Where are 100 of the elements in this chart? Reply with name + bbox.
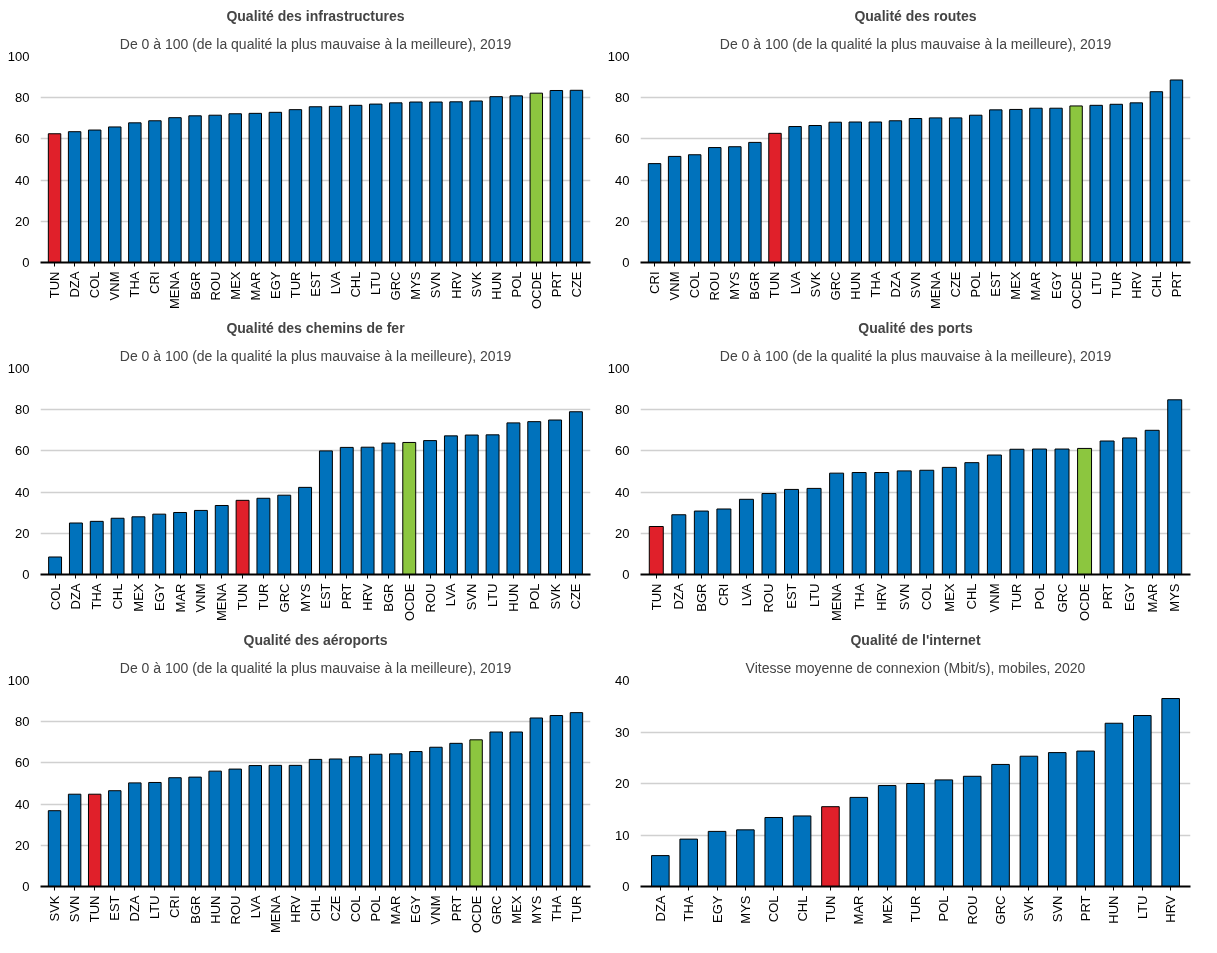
x-tick-label: OCDE xyxy=(468,895,484,934)
x-tick-label: OCDE xyxy=(1068,271,1084,310)
x-tick-label: CHL xyxy=(1148,271,1164,298)
y-tick-label: 0 xyxy=(22,879,30,894)
x-tick-label: SVN xyxy=(896,583,912,611)
chart-title: Qualité des chemins de fer xyxy=(226,319,406,336)
x-tick-label: MENA xyxy=(928,271,944,310)
x-tick-label: CZE xyxy=(568,583,584,610)
x-tick-label: TUN xyxy=(235,583,251,611)
x-tick-label: LTU xyxy=(806,583,822,608)
x-tick-label: MYS xyxy=(1167,583,1183,612)
x-tick-label: MEX xyxy=(508,895,524,924)
x-tick-label: HRV xyxy=(1163,895,1179,923)
x-tick-label: HRV xyxy=(874,583,890,611)
x-tick-label: CHL xyxy=(348,271,364,298)
x-tick-label: CZE xyxy=(948,271,964,298)
x-tick-label: MYS xyxy=(727,271,743,300)
y-tick-label: 100 xyxy=(607,361,630,376)
x-tick-label: TUN xyxy=(87,895,103,923)
x-tick-label: LVA xyxy=(787,271,803,295)
y-tick-label: 0 xyxy=(22,567,30,582)
x-tick-label: EST xyxy=(784,583,800,609)
y-tick-label: 100 xyxy=(7,673,30,688)
x-tick-label: MAR xyxy=(1144,583,1160,613)
x-tick-label: ROU xyxy=(964,895,980,925)
x-tick-label: OCDE xyxy=(1077,583,1093,622)
chart-title: Qualité des routes xyxy=(854,7,977,24)
x-tick-label: PRT xyxy=(1099,583,1115,610)
x-tick-label: THA xyxy=(89,583,105,610)
chart-subtitle: De 0 à 100 (de la qualité la plus mauvaise à la meilleure), 2019 xyxy=(719,35,1112,52)
x-tick-label: EGY xyxy=(1122,583,1138,611)
chart-subtitle: De 0 à 100 (de la qualité la plus mauvaise à la meilleure), 2019 xyxy=(119,347,512,364)
y-tick-label: 60 xyxy=(615,443,630,459)
x-tick-label: EGY xyxy=(1048,271,1064,299)
chart-subtitle: Vitesse moyenne de connexion (Mbit/s), mobiles, 2020 xyxy=(745,659,1086,676)
x-tick-label: ROU xyxy=(422,583,438,613)
x-tick-label: DZA xyxy=(652,895,668,922)
x-tick-label: VNM xyxy=(986,583,1002,613)
x-tick-label: LTU xyxy=(485,583,501,608)
x-tick-label: DZA xyxy=(68,583,84,610)
y-tick-label: 20 xyxy=(15,837,30,853)
x-tick-label: SVN xyxy=(908,271,923,299)
y-tick-label: 30 xyxy=(615,724,630,740)
chart-title: Qualité de l'internet xyxy=(850,631,981,648)
x-tick-label: SVK xyxy=(47,895,63,922)
x-tick-label: BGR xyxy=(693,583,709,612)
y-tick-label: 20 xyxy=(615,776,630,791)
y-tick-label: 80 xyxy=(15,402,30,418)
chart-title: Qualité des ports xyxy=(858,319,973,336)
x-tick-label: SVK xyxy=(1021,895,1037,922)
x-tick-label: VNM xyxy=(667,271,683,301)
x-tick-label: THA xyxy=(681,895,697,922)
x-tick-label: OCDE xyxy=(528,271,544,310)
x-tick-label: GRC xyxy=(276,583,292,613)
x-tick-label: CRI xyxy=(716,583,732,606)
y-tick-label: 80 xyxy=(15,90,30,106)
y-tick-label: 100 xyxy=(607,49,630,64)
x-tick-label: MAR xyxy=(172,583,188,613)
x-tick-label: PRT xyxy=(1168,271,1184,298)
x-tick-label: EST xyxy=(107,895,123,921)
y-tick-label: 60 xyxy=(15,443,30,459)
x-tick-label: HUN xyxy=(207,895,223,924)
x-tick-label: HUN xyxy=(488,271,504,300)
x-tick-label: CZE xyxy=(568,271,584,298)
y-tick-label: 20 xyxy=(15,525,30,541)
x-tick-label: DZA xyxy=(127,895,143,922)
x-tick-label: SVN xyxy=(464,583,480,611)
x-tick-label: TUN xyxy=(767,271,783,299)
x-tick-label: EST xyxy=(988,271,1004,297)
x-tick-label: ROU xyxy=(207,271,223,301)
x-tick-label: ROU xyxy=(761,583,777,613)
x-tick-label: LVA xyxy=(247,895,263,919)
y-tick-label: 80 xyxy=(15,714,30,730)
x-tick-label: THA xyxy=(851,583,867,610)
y-tick-label: 40 xyxy=(615,673,630,688)
x-tick-label: CZE xyxy=(328,895,344,922)
x-tick-label: TUR xyxy=(1009,583,1025,611)
x-tick-label: VNM xyxy=(193,583,209,613)
x-tick-label: TUN xyxy=(47,271,63,299)
chart-subtitle: De 0 à 100 (de la qualité la plus mauvaise à la meilleure), 2019 xyxy=(719,347,1112,364)
x-tick-label: PRT xyxy=(339,583,355,610)
x-tick-label: POL xyxy=(936,895,952,922)
x-tick-label: SVN xyxy=(67,895,83,923)
x-tick-label: CRI xyxy=(147,271,163,294)
x-tick-label: PRT xyxy=(448,895,464,922)
x-tick-label: EST xyxy=(308,271,323,297)
x-tick-label: MEX xyxy=(1008,271,1024,300)
x-tick-label: ROU xyxy=(707,271,723,301)
x-tick-label: VNM xyxy=(107,271,123,301)
y-tick-label: 20 xyxy=(15,213,30,229)
x-tick-label: MENA xyxy=(167,271,183,310)
x-tick-label: BGR xyxy=(187,271,203,300)
x-tick-label: POL xyxy=(508,271,524,298)
x-tick-label: PRT xyxy=(548,271,564,298)
x-tick-label: POL xyxy=(1031,583,1047,610)
x-tick-label: OCDE xyxy=(401,583,417,622)
x-tick-label: LVA xyxy=(443,583,459,607)
x-tick-label: ROU xyxy=(227,895,243,925)
x-tick-label: COL xyxy=(47,583,63,611)
x-tick-label: MEX xyxy=(941,583,957,612)
